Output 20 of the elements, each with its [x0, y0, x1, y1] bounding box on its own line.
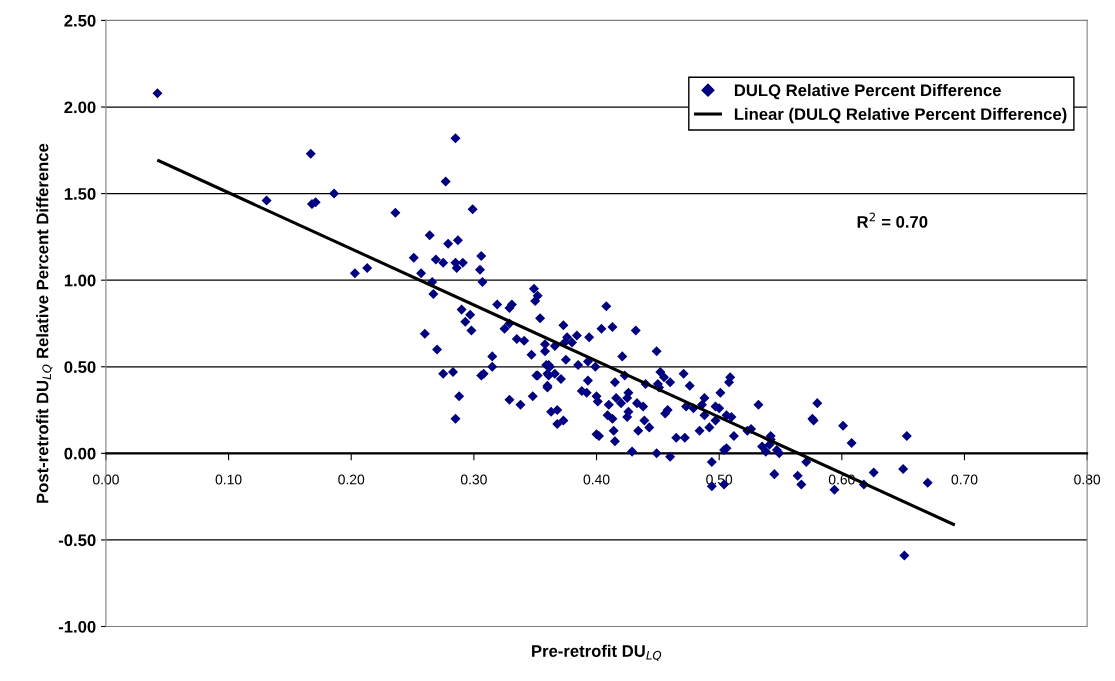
y-tick-label: 2.00 [64, 101, 96, 114]
annotation: R$^{2}$ = 0.70 [857, 212, 928, 228]
y-tick-label: 0.00 [64, 447, 96, 460]
x-tick-label: 0.00 [92, 474, 119, 485]
y-tick-label: -1.00 [58, 620, 96, 633]
y-tick-label: 1.50 [64, 188, 96, 200]
legend-label: Linear (DULQ Relative Percent Difference) [734, 107, 1067, 124]
x-tick-label: 0.20 [338, 474, 365, 485]
x-axis-title: Pre-retrofit DU$_{LQ}$ [532, 644, 662, 662]
legend-label: DULQ Relative Percent Difference [734, 83, 1001, 100]
x-tick-label: 0.10 [215, 474, 242, 485]
x-tick-label: 0.80 [1074, 474, 1101, 485]
y-axis-title: Post-retrofit DU$_{LQ}$ Relative Percent Difference [36, 143, 53, 503]
y-tick-label: 2.50 [64, 14, 96, 27]
y-tick-label: 0.50 [64, 361, 96, 373]
x-tick-label: 0.70 [951, 474, 978, 485]
y-tick-label: -0.50 [58, 534, 96, 547]
x-tick-label: 0.40 [583, 474, 610, 485]
y-tick-label: 1.00 [64, 274, 96, 287]
x-tick-label: 0.30 [460, 474, 487, 485]
